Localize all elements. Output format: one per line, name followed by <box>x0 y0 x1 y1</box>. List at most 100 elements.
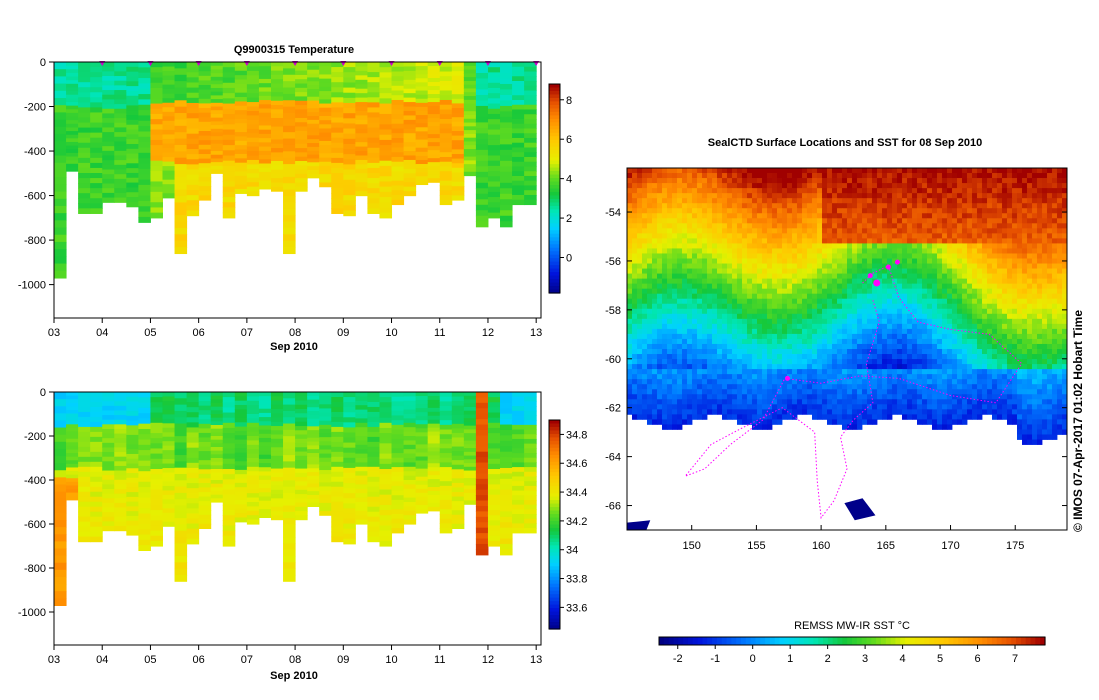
sst-cell <box>742 253 748 259</box>
sst-cell <box>672 273 678 280</box>
temp-cell <box>78 152 91 159</box>
sst-cell <box>947 253 953 259</box>
sst-cell <box>932 268 938 274</box>
sst-cell <box>1002 263 1008 269</box>
temp-cell <box>258 159 272 165</box>
sst-cell <box>1007 178 1013 184</box>
sal-cell <box>439 401 453 407</box>
sst-cell <box>967 193 973 199</box>
sal-cell <box>283 518 296 526</box>
sal-cell <box>186 533 200 540</box>
sal-cell <box>391 453 405 459</box>
temp-cell <box>210 76 224 82</box>
sal-cell <box>391 443 405 449</box>
sal-cell <box>391 396 405 402</box>
sst-cell <box>742 198 748 204</box>
temp-cell <box>295 100 308 106</box>
sst-cell <box>632 258 638 264</box>
sal-cell <box>186 538 200 545</box>
sst-cell <box>1027 188 1033 194</box>
sst-cell <box>707 173 713 179</box>
sst-cell <box>912 248 918 254</box>
temp-cell <box>307 96 320 102</box>
sal-cell <box>283 511 296 519</box>
sst-cell <box>777 278 783 285</box>
temp-cell <box>403 155 417 161</box>
sal-cell <box>427 483 441 488</box>
sst-cell <box>752 188 758 194</box>
temp-cell <box>66 69 79 74</box>
sst-cell <box>937 218 943 224</box>
sst-cell <box>892 223 898 229</box>
temp-cell <box>150 113 163 120</box>
sst-cell <box>902 223 908 229</box>
temp-cell <box>102 174 115 180</box>
temp-cell <box>283 68 296 76</box>
sal-cell <box>114 516 127 522</box>
sal-cell <box>270 434 284 440</box>
sal-cell <box>198 401 212 407</box>
sal-cell <box>198 496 212 502</box>
sal-cell <box>102 475 115 481</box>
sal-cell <box>307 472 320 477</box>
sst-cell <box>1012 243 1018 249</box>
sst-cell <box>652 283 658 290</box>
temp-cell <box>379 160 393 167</box>
temp-cell <box>524 123 537 130</box>
sst-cell <box>682 228 688 234</box>
sal-cell <box>439 523 453 529</box>
sst-cell <box>867 223 873 229</box>
temp-cell <box>427 146 441 151</box>
sst-cell <box>952 283 958 290</box>
sst-cell <box>707 183 713 189</box>
sal-cell <box>258 437 272 443</box>
sst-cell <box>872 253 878 259</box>
salinity-colorbar-tick-label: 34.2 <box>566 516 587 528</box>
sst-cell <box>762 263 768 269</box>
temp-cell <box>355 164 368 170</box>
sst-cell <box>1022 273 1028 280</box>
sst-cell <box>1012 193 1018 199</box>
temp-cell <box>174 138 188 146</box>
sst-cell <box>952 228 958 234</box>
temp-cell <box>90 77 103 83</box>
sst-cell <box>977 293 983 300</box>
sal-cell <box>174 417 188 425</box>
sst-cell <box>672 253 678 259</box>
sal-cell <box>162 392 176 398</box>
sal-cell <box>307 479 320 485</box>
sst-cell <box>627 268 633 274</box>
sst-cell <box>857 273 863 280</box>
sst-cell <box>637 198 643 204</box>
sst-cell <box>677 228 683 234</box>
temp-cell <box>54 90 67 99</box>
temp-cell <box>403 84 417 90</box>
sst-cell <box>1012 203 1018 209</box>
sst-cell <box>867 218 873 224</box>
sal-cell <box>524 481 537 487</box>
temp-cell <box>512 109 525 115</box>
sst-cell <box>772 183 778 189</box>
temp-cell <box>222 98 236 105</box>
sal-cell <box>78 461 91 468</box>
sst-cell <box>962 258 968 264</box>
sst-cell <box>687 203 693 209</box>
sst-cell <box>812 213 818 219</box>
sst-cell <box>707 203 713 209</box>
temp-cell <box>475 204 489 211</box>
sal-cell <box>78 406 91 413</box>
sst-cell <box>932 293 938 300</box>
sal-cell <box>283 473 296 481</box>
sst-cell <box>782 263 788 269</box>
sst-cell <box>847 208 853 214</box>
sst-cell <box>1012 233 1018 239</box>
temp-cell <box>162 125 176 131</box>
sal-cell <box>102 521 115 527</box>
sst-cell <box>797 298 803 305</box>
temp-cell <box>102 104 115 110</box>
sst-cell <box>1052 288 1058 295</box>
sst-cell <box>747 283 753 290</box>
temp-cell <box>391 95 405 101</box>
temp-cell <box>126 153 139 160</box>
sst-cell <box>792 253 798 259</box>
